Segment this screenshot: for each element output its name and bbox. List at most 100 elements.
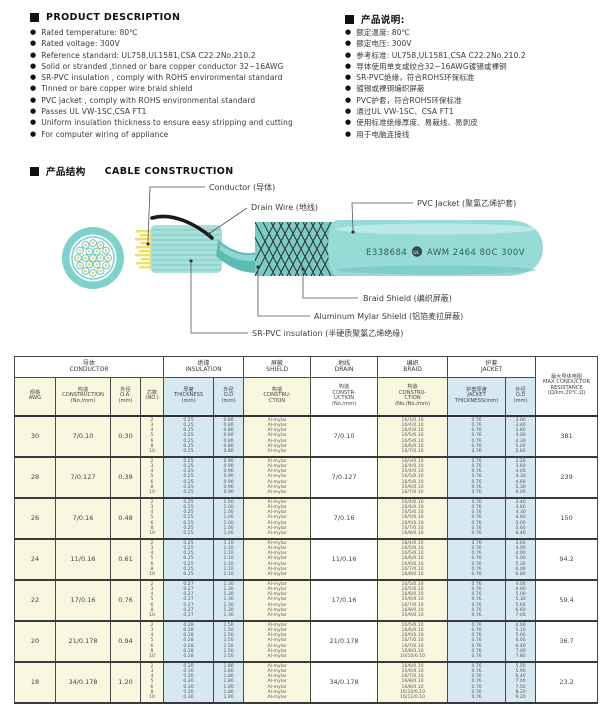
cell-resistance: 36.7 (535, 620, 599, 662)
pvc-jacket-label: PVC Jacket (聚氯乙烯护套) (417, 198, 516, 208)
bullet-icon: ● (345, 50, 352, 59)
cell-conductor-oa: 0.61 (110, 538, 141, 580)
cell-awg: 24 (14, 538, 56, 580)
list-item-text: 导体使用单支或绞合32~16AWG镀锡或裸铜 (356, 61, 507, 71)
list-item-text: 额定电压: 300V (356, 39, 412, 49)
cell-conductor-construction: 7/0.16 (55, 497, 111, 539)
list-item: ● Rated voltage: 300V (30, 38, 335, 49)
jacket-print-spec: AWM 2464 80C 300V (427, 248, 525, 258)
list-item-text: 镀锡或裸铜编织屏蔽 (356, 84, 425, 94)
table-sub-header-row: 规格 AWG 构造 CONSTRUCTION (No./mm) 外径 O.A. … (14, 377, 598, 416)
bullet-icon: ● (345, 84, 352, 93)
column-braid-construction: 构造 CONSTRU- CTION (No./No./mm) (377, 377, 449, 416)
table-row: 18 34/0.178 1.20 2 3 4 5 6 8 10 0.30 0.3… (14, 661, 599, 703)
cell-shield-construction: Al-mylar Al-mylar Al-mylar Al-mylar Al-m… (243, 456, 312, 498)
cell-jacket-od: 4.60 5.10 5.60 6.00 6.40 7.00 7.80 (505, 620, 537, 662)
cell-braid-construction: 16/4/0.10 16/5/0.10 16/5/0.10 16/6/0.10 … (377, 538, 449, 580)
list-item: ● 额定温度: 80℃ (345, 27, 597, 38)
cell-insulation-od: 1.30 1.30 1.30 1.30 1.30 1.30 1.30 (213, 579, 245, 621)
column-awg: 规格 AWG (14, 377, 56, 416)
cell-jacket-thickness: 0.76 0.76 0.76 0.76 0.76 0.76 0.76 (447, 415, 507, 457)
cell-jacket-od: 4.00 4.60 5.00 5.30 5.60 6.60 7.00 (505, 579, 537, 621)
cell-jacket-thickness: 0.76 0.76 0.76 0.76 0.76 0.76 0.76 (447, 620, 507, 662)
column-jacket-thickness: 护套厚度 JACKET THICKNESS(mm) (447, 377, 507, 416)
cell-drain-construction: 34/0.178 (310, 661, 379, 703)
aluminum-mylar-shield-label: Aluminum Mylar Shield (铝箔麦拉屏蔽) (314, 311, 463, 321)
cell-insulation-od: 1.10 1.10 1.10 1.10 1.10 1.10 1.10 (213, 538, 245, 580)
cell-conductor-oa: 0.38 (110, 456, 141, 498)
cell-insulation-thickness: 0.28 0.28 0.28 0.28 0.28 0.28 0.28 (163, 620, 215, 662)
group-conductor: 导体 CONDUCTOR (13, 356, 165, 378)
braid-shield-graphic (255, 222, 339, 276)
cell-shield-construction: Al-mylar Al-mylar Al-mylar Al-mylar Al-m… (243, 661, 312, 703)
list-item-text: Rated temperature: 80℃ (41, 28, 138, 37)
column-resistance: 最大导体电阻 MAX CONDUCTOR RESISTANCE (Ω/km,20… (535, 356, 599, 416)
cable-cross-section (62, 227, 124, 289)
group-braid: 编织 BRAID (377, 356, 449, 378)
conductor-strands (135, 230, 151, 269)
cell-insulation-od: 0.90 0.90 0.90 0.90 0.90 0.90 0.90 (213, 456, 245, 498)
list-item-text: Rated voltage: 300V (41, 39, 120, 49)
cell-conductor-oa: 0.76 (110, 579, 141, 621)
product-description-zh-title: 产品说明: (361, 15, 405, 26)
column-shield-construction: 构造 CONSTRU- CTION (243, 377, 312, 416)
list-item-text: Uniform insulation thickness to ensure e… (41, 118, 293, 128)
cell-jacket-thickness: 0.76 0.76 0.76 0.76 0.76 0.76 0.76 (447, 538, 507, 580)
table-row: 30 7/0.10 0.30 2 3 4 5 6 8 10 0.25 0.25 … (14, 415, 599, 457)
cell-jacket-thickness: 0.76 0.76 0.76 0.76 0.76 0.76 0.76 (447, 661, 507, 703)
cell-awg: 22 (14, 579, 56, 621)
drain-wire-label: Drain Wire (地线) (251, 202, 318, 212)
cell-conductor-oa: 0.30 (110, 415, 141, 457)
list-item: ● 用于电脑连接线 (345, 129, 597, 140)
cell-conductor-oa: 0.94 (110, 620, 141, 662)
bullet-icon: ● (30, 95, 37, 104)
bullet-icon: ● (30, 107, 37, 116)
cell-core-count: 2 3 4 5 6 8 10 (139, 579, 165, 621)
cell-insulation-thickness: 0.30 0.30 0.30 0.30 0.30 0.30 0.30 (163, 661, 215, 703)
bullet-icon: ● (30, 61, 37, 70)
cell-resistance: 23.2 (535, 661, 599, 703)
cell-conductor-construction: 7/0.127 (55, 456, 111, 498)
list-item: ● PVC护套，符合ROHS环保标准 (345, 95, 597, 106)
bullet-icon: ● (30, 118, 37, 127)
cell-conductor-construction: 34/0.178 (55, 661, 111, 703)
cell-shield-construction: Al-mylar Al-mylar Al-mylar Al-mylar Al-m… (243, 579, 312, 621)
cell-braid-construction: 16/3/0.10 16/4/0.10 16/4/0.10 16/5/0.10 … (377, 415, 449, 457)
product-description-section: PRODUCT DESCRIPTION ● Rated temperature:… (30, 12, 335, 140)
list-item-text: 用于电脑连接线 (356, 129, 410, 139)
cell-drain-construction: 21/0.178 (310, 620, 379, 662)
construction-title-zh: 产品结构 (46, 167, 86, 178)
cell-braid-construction: 16/4/0.10 16/4/0.10 16/5/0.10 16/5/0.10 … (377, 497, 449, 539)
cell-braid-construction: 16/5/0.10 16/5/0.10 16/6/0.10 16/6/0.10 … (377, 579, 449, 621)
cell-braid-construction: 16/3/0.10 16/4/0.10 16/4/0.10 16/5/0.10 … (377, 456, 449, 498)
table-body: 30 7/0.10 0.30 2 3 4 5 6 8 10 0.25 0.25 … (14, 415, 599, 703)
cell-drain-construction: 7/0.10 (310, 415, 379, 457)
list-item-text: Solid or stranded ,tinned or bare copper… (41, 61, 284, 71)
list-item-text: Tinned or bare copper wire braid shield (41, 84, 193, 94)
cell-conductor-construction: 7/0.10 (55, 415, 111, 457)
cell-jacket-thickness: 0.76 0.76 0.76 0.76 0.76 0.76 0.76 (447, 497, 507, 539)
cell-shield-construction: Al-mylar Al-mylar Al-mylar Al-mylar Al-m… (243, 497, 312, 539)
list-item: ● 导体使用单支或绞合32~16AWG镀锡或裸铜 (345, 61, 597, 72)
pvc-jacket-graphic: E338684 UL AWM 2464 80C 300V (328, 220, 543, 276)
cell-conductor-construction: 21/0.178 (55, 620, 111, 662)
product-description-zh-list: ● 额定温度: 80℃ ● 额定电压: 300V ● 参考标准: UL758,U… (345, 27, 597, 140)
cell-awg: 26 (14, 497, 56, 539)
list-item-text: Passes UL VW-1SC,CSA FT1 (41, 107, 147, 117)
group-jacket: 护套 JACKET (447, 356, 537, 378)
bullet-icon: ● (345, 107, 352, 116)
bullet-icon: ● (345, 73, 352, 82)
list-item-text: Reference standard: UL758,UL1581,CSA C22… (41, 50, 256, 60)
cell-drain-construction: 7/0.16 (310, 497, 379, 539)
cell-braid-construction: 16/5/0.10 16/6/0.10 16/6/0.10 16/7/0.10 … (377, 620, 449, 662)
cell-conductor-oa: 1.20 (110, 661, 141, 703)
braid-shield-label: Braid Shield (编织屏蔽) (363, 293, 452, 303)
cell-insulation-thickness: 0.25 0.25 0.25 0.25 0.25 0.25 0.25 (163, 415, 215, 457)
list-item: ● Solid or stranded ,tinned or bare copp… (30, 61, 335, 72)
column-insulation-thickness: 厚度 THICKNESS (mm) (163, 377, 215, 416)
list-item: ● Tinned or bare copper wire braid shiel… (30, 83, 335, 94)
cell-jacket-od: 3.60 4.00 4.60 5.00 5.30 6.00 6.80 (505, 538, 537, 580)
list-item-text: PVC jacket , comply with ROHS environmen… (41, 95, 256, 105)
cell-resistance: 239 (535, 456, 599, 498)
